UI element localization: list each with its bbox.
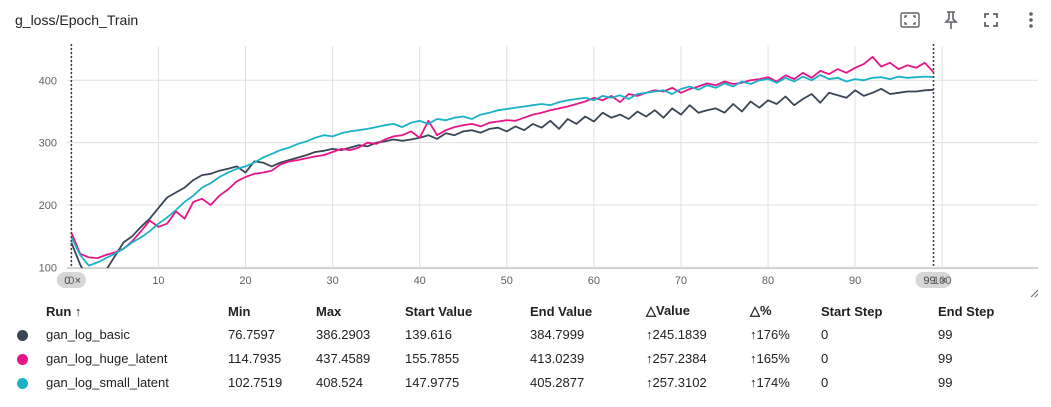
start-value: 147.9775	[405, 374, 460, 390]
table-row: gan_log_small_latent 102.7519 408.524 14…	[0, 370, 1028, 394]
run-color-cell	[0, 322, 46, 346]
run-color-cell	[0, 370, 46, 394]
run-color-dot	[17, 329, 28, 341]
series-lines	[70, 55, 935, 268]
chart-title: g_loss/Epoch_Train	[15, 12, 139, 28]
x-tick-label: 70	[675, 275, 687, 287]
x-tick-label: 60	[588, 275, 600, 287]
x-tick-label: 50	[501, 275, 513, 287]
end-step: 99	[938, 374, 953, 390]
y-tick-label: 100	[39, 262, 57, 274]
run-name: gan_log_small_latent	[46, 374, 169, 390]
y-axis-ticks: 100 200 300 400	[39, 75, 57, 274]
start-value: 139.616	[405, 326, 452, 342]
pin-button[interactable]	[940, 9, 962, 31]
start-value: 155.7855	[405, 350, 460, 366]
resize-handle-icon[interactable]	[1027, 286, 1039, 298]
fit-domain-button[interactable]	[899, 9, 921, 31]
y-tick-label: 300	[39, 138, 57, 150]
run-color-dot	[17, 353, 28, 365]
col-color	[0, 300, 46, 322]
run-name: gan_log_huge_latent	[46, 350, 168, 366]
step-marker-chip[interactable]	[56, 272, 86, 288]
step-markers[interactable]: 0 × 99 ×	[56, 44, 952, 288]
col-start-step[interactable]: Start Step	[821, 303, 883, 319]
end-value: 384.7999	[530, 326, 585, 342]
col-start-value[interactable]: Start Value	[405, 303, 473, 319]
delta-percent: ↑174%	[750, 374, 790, 390]
delta-value: ↑257.3102	[646, 374, 707, 390]
end-value: 413.0239	[530, 350, 585, 366]
max-value: 386.2903	[316, 326, 371, 342]
max-value: 437.4589	[316, 350, 371, 366]
min-value: 114.7935	[228, 350, 282, 366]
start-step: 0	[821, 350, 829, 366]
run-color-cell	[0, 346, 46, 370]
x-tick-label: 90	[849, 275, 861, 287]
step-marker-close-icon[interactable]: ×	[75, 275, 81, 287]
min-value: 76.7597	[228, 326, 275, 342]
x-tick-label: 0	[68, 275, 74, 287]
delta-percent: ↑165%	[750, 350, 790, 366]
fullscreen-icon	[984, 13, 998, 27]
start-step: 0	[821, 326, 829, 342]
x-tick-label: 80	[762, 275, 774, 287]
y-tick-label: 400	[39, 75, 57, 87]
x-tick-label: 10	[152, 275, 164, 287]
delta-value: ↑257.2384	[646, 350, 707, 366]
delta-value: ↑245.1839	[646, 326, 707, 342]
x-tick-label: 20	[239, 275, 251, 287]
y-tick-label: 200	[39, 200, 57, 212]
run-color-dot	[17, 377, 28, 389]
end-step: 99	[938, 350, 953, 366]
step-marker-close-icon[interactable]: ×	[940, 275, 946, 287]
runs-table: Run ↑ Min Max Start Value End Value △Val…	[0, 300, 1028, 394]
series-line-gan_log_small_latent	[70, 74, 934, 267]
step-marker-chip[interactable]	[915, 272, 952, 288]
col-delta-value[interactable]: △Value	[646, 303, 690, 318]
min-value: 102.7519	[228, 374, 283, 390]
start-step: 0	[821, 374, 829, 390]
delta-percent: ↑176%	[750, 326, 790, 342]
series-line-gan_log_basic	[70, 87, 934, 268]
col-run[interactable]: Run ↑	[46, 303, 82, 319]
card-header: g_loss/Epoch_Train	[0, 0, 1051, 40]
more-options-button[interactable]	[1020, 9, 1042, 31]
col-min[interactable]: Min	[228, 303, 251, 319]
col-end-value[interactable]: End Value	[530, 303, 593, 319]
more-vert-icon	[1029, 12, 1033, 28]
x-tick-label: 30	[326, 275, 338, 287]
step-marker-label: 99	[923, 275, 935, 287]
x-axis-ticks: 0 10 20 30 40 50 60 70 80 90 100	[68, 275, 951, 287]
fullscreen-button[interactable]	[980, 9, 1002, 31]
end-value: 405.2877	[530, 374, 585, 390]
run-name: gan_log_basic	[46, 326, 130, 342]
fit-domain-icon	[900, 12, 920, 28]
col-max[interactable]: Max	[316, 303, 342, 319]
series-line-gan_log_huge_latent	[70, 55, 935, 260]
grid-lines	[67, 46, 1038, 269]
col-delta-percent[interactable]: △%	[750, 303, 772, 318]
table-header-row: Run ↑ Min Max Start Value End Value △Val…	[0, 300, 1028, 322]
end-step: 99	[938, 326, 953, 342]
col-end-step[interactable]: End Step	[938, 303, 995, 319]
max-value: 408.524	[316, 374, 363, 390]
table-row: gan_log_basic 76.7597 386.2903 139.616 3…	[0, 322, 1028, 346]
table-row: gan_log_huge_latent 114.7935 437.4589 15…	[0, 346, 1028, 370]
x-tick-label: 100	[933, 275, 951, 287]
x-tick-label: 40	[414, 275, 426, 287]
step-marker-label: 0	[64, 275, 70, 287]
pin-icon	[944, 11, 958, 29]
